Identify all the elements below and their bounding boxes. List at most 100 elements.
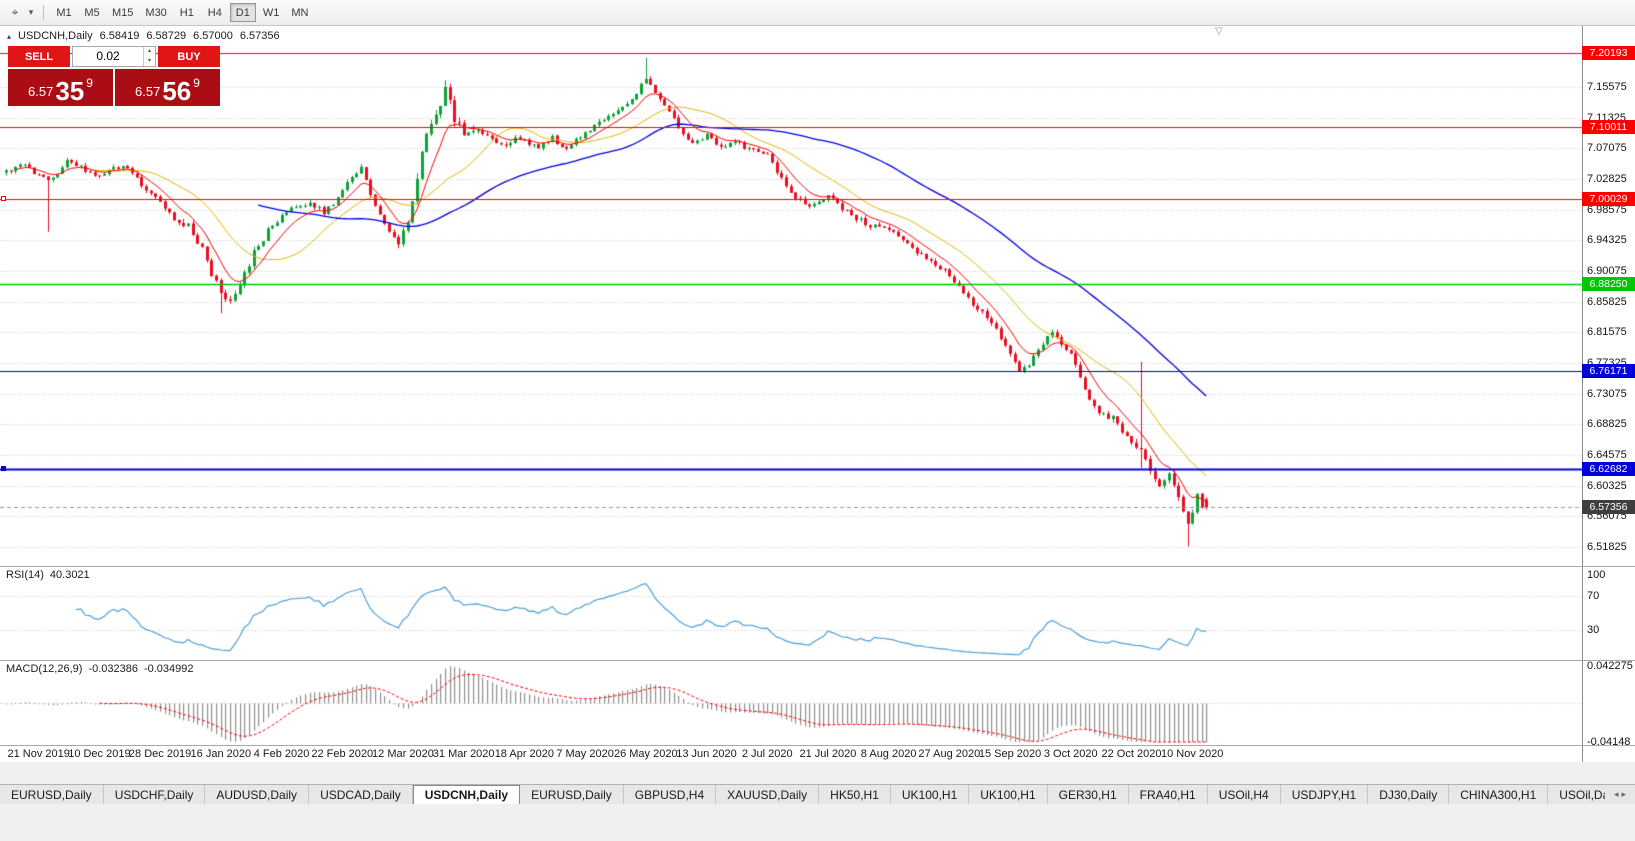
chart-shift-marker[interactable]: ▽ [1215, 26, 1223, 37]
rsi-axis-label: 100 [1587, 569, 1606, 581]
tabs-scroll-left-button[interactable]: ◂ [1613, 789, 1619, 799]
tabs-navigation: ◂ ▸ [1605, 785, 1635, 804]
ohlc-open: 6.58419 [99, 30, 140, 42]
chart-tabs-bar: EURUSD,Daily USDCHF,Daily AUDUSD,Daily USDC… [0, 784, 1635, 804]
date-axis-label: 13 Jun 2020 [676, 748, 737, 760]
buy-button[interactable]: BUY [158, 46, 220, 67]
price-level-tag: 7.20193 [1582, 46, 1635, 61]
date-axis-label: 10 Dec 2019 [68, 748, 131, 760]
sell-price-pips: 35 [55, 76, 85, 106]
chart-tab[interactable]: USDCHF,Daily [104, 785, 206, 804]
date-axis-label: 21 Jul 2020 [799, 748, 857, 760]
chart-tab[interactable]: UK100,H1 [891, 785, 970, 804]
current-price-tag: 6.57356 [1582, 500, 1635, 515]
ohlc-close: 6.57356 [239, 30, 280, 42]
ohlc-low: 6.57000 [193, 30, 233, 42]
level-line-handle[interactable] [1, 196, 6, 202]
timeframe-button-m5[interactable]: M5 [84, 6, 100, 19]
price-axis-label: 7.07075 [1587, 142, 1627, 155]
date-axis-label: 26 May 2020 [613, 748, 678, 760]
date-axis-label: 7 May 2020 [556, 748, 614, 760]
chart-tab[interactable]: EURUSD,Daily [0, 785, 104, 804]
price-chart-canvas[interactable] [0, 26, 1582, 762]
price-axis-label: 6.94325 [1587, 234, 1627, 247]
price-axis-label: 6.81575 [1587, 326, 1627, 339]
timeframe-button-d1[interactable]: D1 [229, 3, 256, 22]
date-axis-label: 22 Oct 2020 [1101, 748, 1162, 760]
volume-field[interactable]: 0.02 ▴ ▾ [72, 46, 156, 67]
date-axis-label: 28 Dec 2019 [128, 748, 192, 760]
date-axis-label: 12 Mar 2020 [372, 748, 434, 760]
chart-tab[interactable]: CHINA300,H1 [1449, 785, 1549, 804]
date-axis-label: 10 Nov 2020 [1160, 748, 1224, 760]
buy-price-big-figure: 6.57 [135, 84, 161, 99]
date-axis-label: 15 Sep 2020 [978, 748, 1042, 760]
chart-cursor-icon[interactable]: ⌖ [11, 5, 19, 19]
rsi-axis-label: 30 [1587, 624, 1600, 637]
macd-axis-max-label: 0.042275 [1587, 660, 1633, 672]
tabs-scroll-right-button[interactable]: ▸ [1621, 789, 1627, 799]
date-axis-label: 22 Feb 2020 [311, 748, 374, 760]
volume-decrease-button[interactable]: ▾ [147, 57, 151, 64]
date-axis[interactable]: 21 Nov 2019 10 Dec 2019 28 Dec 2019 16 Jan … [0, 746, 1582, 762]
collapse-panel-icon[interactable]: ▴ [7, 31, 12, 41]
price-axis-label: 7.02825 [1587, 172, 1627, 185]
volume-stepper: ▴ ▾ [143, 47, 155, 66]
volume-increase-button[interactable]: ▴ [147, 48, 151, 54]
macd-main-value: -0.032386 [88, 663, 138, 675]
chart-tab[interactable]: USOil,H4 [1208, 785, 1281, 804]
sell-button[interactable]: SELL [8, 46, 70, 67]
price-axis-label: 6.60325 [1587, 479, 1627, 492]
price-level-tag: 6.62682 [1582, 461, 1635, 476]
ohlc-high: 6.58729 [146, 30, 187, 42]
chart-tab[interactable]: FRA40,H1 [1129, 785, 1208, 804]
date-axis-label: 27 Aug 2020 [918, 748, 981, 760]
chart-tab[interactable]: HK50,H1 [819, 785, 891, 804]
timeframe-toolbar: M1 M5 M15 M30 H1 H4 D1 W1 MN [50, 3, 314, 22]
chart-tab[interactable]: AUDUSD,Daily [205, 785, 310, 804]
price-axis-label: 6.51825 [1587, 541, 1627, 554]
timeframe-button-m1[interactable]: M1 [56, 6, 72, 19]
level-line-handle[interactable] [1, 465, 6, 471]
chart-tab[interactable]: EURUSD,Daily [520, 785, 624, 804]
price-axis-column[interactable] [1582, 26, 1635, 762]
price-axis-label: 6.64575 [1587, 449, 1627, 461]
sell-price-point: 9 [86, 76, 93, 90]
buy-price-button[interactable]: 6.57 56 9 [115, 69, 220, 106]
chart-tab[interactable]: GER30,H1 [1048, 785, 1129, 804]
timeframe-button-w1[interactable]: W1 [262, 6, 280, 19]
chart-tab[interactable]: USDCAD,Daily [309, 785, 413, 804]
timeframe-button-m30[interactable]: M30 [145, 6, 167, 19]
chart-tab[interactable]: USDCNH,Daily [412, 785, 521, 804]
chart-tab[interactable]: DJ30,Daily [1368, 785, 1450, 804]
price-axis-label: 7.15575 [1587, 80, 1627, 93]
timeframe-button-h4[interactable]: H4 [207, 6, 222, 19]
top-toolbar: ⌖ ▾ M1 M5 M15 M30 H1 H4 D1 W1 MN [0, 0, 1635, 26]
date-axis-label: 16 Jan 2020 [190, 748, 252, 760]
dropdown-caret-icon[interactable]: ▾ [28, 7, 34, 17]
chart-tab[interactable]: XAUUSD,Daily [716, 785, 820, 804]
chart-tab[interactable]: USDJPY,H1 [1281, 785, 1369, 804]
rsi-panel-splitter[interactable] [0, 566, 1635, 567]
price-level-tag: 7.00029 [1582, 192, 1635, 207]
date-axis-label: 3 Oct 2020 [1043, 748, 1098, 760]
timeframe-button-mn[interactable]: MN [291, 6, 309, 19]
rsi-label: RSI(14) [6, 569, 44, 581]
chart-tab[interactable]: GBPUSD,H4 [624, 785, 717, 804]
price-axis-label: 6.90075 [1587, 264, 1627, 277]
macd-panel-splitter[interactable] [0, 660, 1635, 661]
chart-tab[interactable]: USOil,Da [1548, 785, 1605, 804]
date-axis-label: 4 Feb 2020 [253, 748, 310, 760]
chart-tab[interactable]: UK100,H1 [969, 785, 1048, 804]
timeframe-button-h1[interactable]: H1 [179, 6, 194, 19]
price-level-tag: 6.76171 [1582, 364, 1635, 379]
rsi-header: RSI(14) 40.3021 [6, 569, 90, 581]
timeframe-button-m15[interactable]: M15 [112, 6, 134, 19]
sell-price-button[interactable]: 6.57 35 9 [8, 69, 113, 106]
price-level-tag: 6.88250 [1582, 277, 1635, 292]
date-axis-label: 2 Jul 2020 [741, 748, 793, 760]
date-axis-label: 21 Nov 2019 [7, 748, 70, 760]
price-axis-label: 6.73075 [1587, 387, 1627, 400]
macd-label: MACD(12,26,9) [6, 663, 83, 675]
